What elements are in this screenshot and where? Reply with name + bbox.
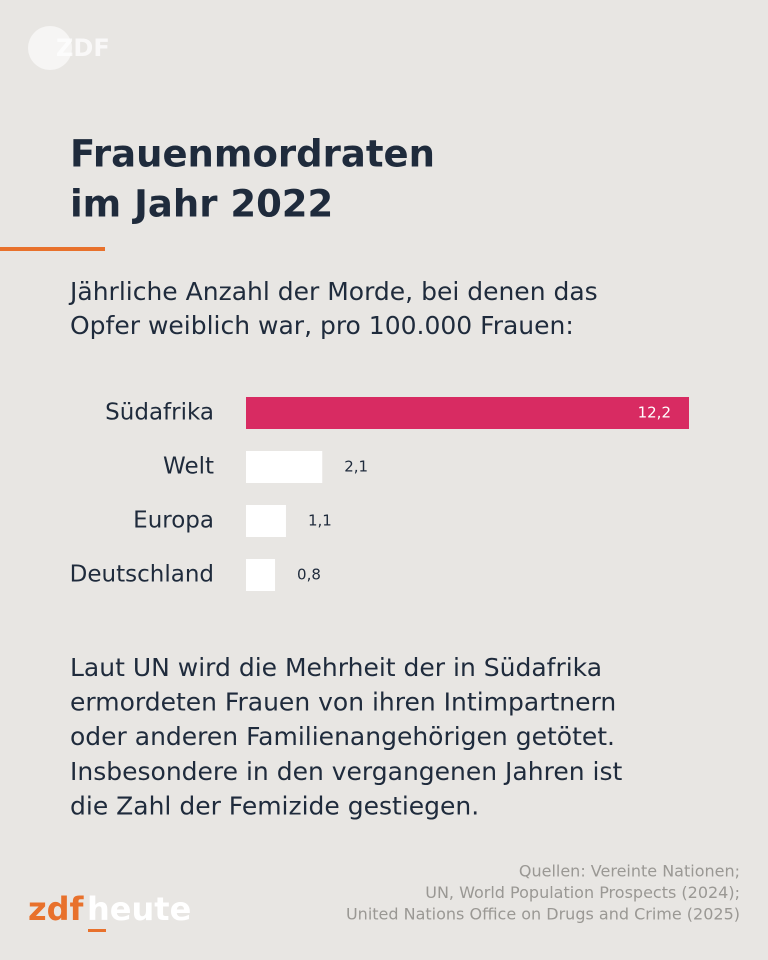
body-line: oder anderen Familienangehörigen getötet… (70, 722, 615, 751)
title-line: Frauenmordraten (70, 133, 435, 176)
category-label: Deutschland (70, 562, 214, 588)
value-label: 1,1 (308, 512, 332, 530)
logo-underline (88, 929, 106, 932)
accent-line (0, 247, 105, 251)
source-line: Quellen: Vereinte Nationen; (519, 862, 740, 881)
bar (246, 397, 689, 429)
category-label: Europa (133, 508, 214, 534)
category-label: Welt (163, 454, 214, 480)
logo-circle (28, 26, 72, 70)
subtitle-line: Jährliche Anzahl der Morde, bei denen da… (68, 277, 598, 306)
category-label: Südafrika (105, 400, 214, 426)
bar (246, 451, 323, 483)
body-line: Laut UN wird die Mehrheit der in Südafri… (70, 653, 602, 682)
body-line: ermordeten Frauen von ihren Intimpartner… (70, 688, 616, 717)
bar (246, 505, 286, 537)
value-label: 0,8 (297, 566, 321, 584)
logo-top: ZDF (56, 34, 110, 62)
source-line: UN, World Population Prospects (2024); (425, 883, 740, 902)
body-line: Insbesondere in den vergangenen Jahren i… (70, 757, 622, 786)
subtitle-line: Opfer weiblich war, pro 100.000 Frauen: (70, 311, 574, 340)
logo-heute: heute (87, 890, 191, 928)
body-line: die Zahl der Femizide gestiegen. (70, 791, 479, 820)
source-line: United Nations Office on Drugs and Crime… (346, 905, 740, 924)
value-label: 2,1 (344, 458, 368, 476)
title-line: im Jahr 2022 (70, 183, 333, 226)
bar (246, 559, 276, 591)
logo-zdf: zdf (28, 890, 85, 928)
value-label: 12,2 (638, 404, 671, 422)
